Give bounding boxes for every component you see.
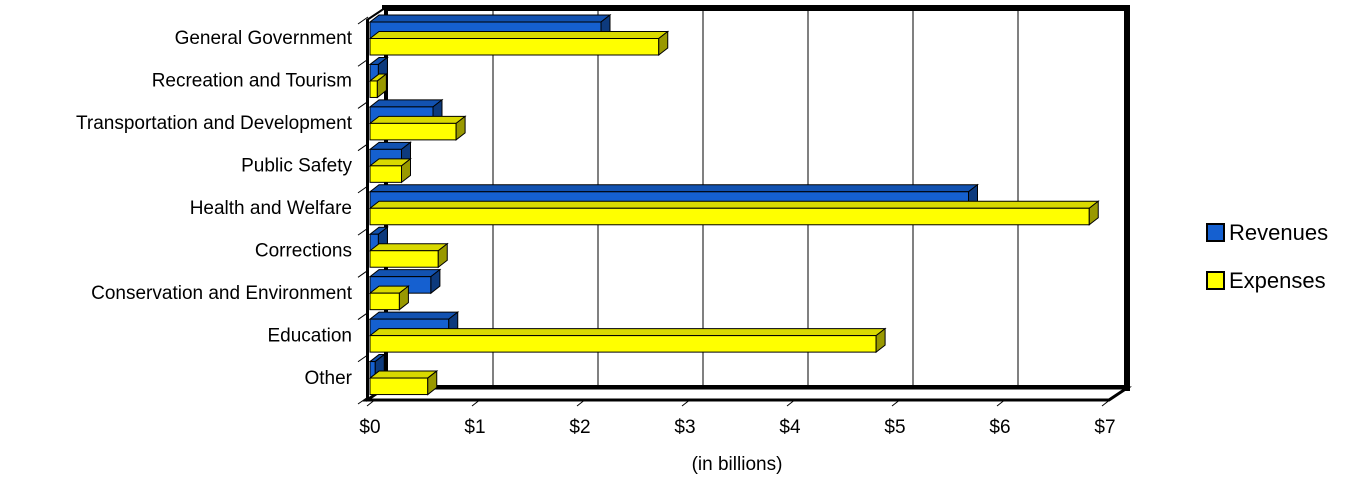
y-tick-mark [357,185,369,194]
bar-top-face [368,370,439,379]
bar-front-face [369,165,402,183]
bar-top-face [368,311,460,320]
bar-expenses-6 [368,242,449,269]
category-labels: General Government Recreation and Tourism… [76,28,353,389]
category-label: Conservation and Environment [91,283,353,304]
x-tick-label: $6 [989,417,1010,438]
y-tick-mark [357,269,369,278]
x-tick-mark [1101,398,1112,407]
axes [357,16,1112,407]
y-tick-mark [357,143,369,152]
category-label: Health and Welfare [190,198,352,219]
bar-end-face [430,268,441,295]
bar-end-face [658,30,669,57]
bar-front-face [369,292,400,311]
y-tick-mark [357,101,369,109]
category-label: Corrections [255,240,352,261]
bar-end-face [376,72,387,99]
category-label: Recreation and Tourism [152,71,352,92]
x-tick-label: $4 [779,417,801,438]
legend-item-revenues: Revenues [1206,220,1328,245]
legend-item-expenses: Expenses [1206,268,1326,293]
x-tick-mark [996,398,1007,407]
bar-expenses-2 [368,72,388,99]
bar-front-face [369,80,378,98]
y-tick-mark [357,227,369,236]
bar-front-face [369,122,457,141]
x-tick-label: $1 [464,417,485,438]
bar-front-face [369,38,660,56]
bar-end-face [437,242,448,269]
bar-front-face [369,207,1090,226]
bar-front-face [369,377,429,396]
category-label: General Government [175,28,353,49]
x-tick-mark [891,398,902,407]
bar-expenses-9 [368,370,439,396]
bar-top-face [368,328,887,337]
category-label: Public Safety [241,156,352,177]
legend: Revenues Expenses [1206,220,1328,293]
y-tick-mark [357,312,369,320]
bar-end-face [875,327,886,354]
bar-end-face [427,370,438,396]
bar-top-face [368,184,979,193]
x-tick-label: $5 [884,417,905,438]
x-tick-mark [681,398,692,407]
bar-front-face [369,250,439,268]
legend-label: Revenues [1229,220,1328,245]
category-label: Other [304,368,352,389]
x-tick-label: $0 [359,417,380,438]
bar-top-face [368,99,444,108]
bar-end-face [1088,200,1099,226]
bar-top-face [368,243,449,252]
bar-expenses-8 [368,327,887,354]
x-tick-mark [786,398,797,407]
bar-expenses-7 [368,285,410,311]
legend-swatch [1206,271,1225,290]
y-tick-mark [357,58,369,67]
bar-top-face [368,31,670,39]
bar-expenses-1 [368,30,670,57]
bar-top-face [368,115,467,124]
category-label: Education [267,325,352,346]
x-tick-label: $7 [1094,417,1115,438]
bar-end-face [398,285,409,311]
bar-end-face [455,115,466,141]
bar-expenses-3 [368,115,467,141]
bar-top-face [368,14,612,23]
bars [368,13,1100,396]
plot-floor [362,386,1132,402]
x-tick-mark [576,398,587,407]
bar-front-face [369,335,877,353]
bar-end-face [401,157,411,184]
x-tick-label: $3 [674,417,695,438]
bar-top-face [368,200,1100,209]
y-tick-mark [357,354,369,363]
bar-expenses-4 [368,157,412,184]
bar-expenses-5 [368,200,1100,226]
category-label: Transportation and Development [76,113,353,134]
y-tick-mark [357,16,369,25]
x-tick-mark [471,398,482,407]
y-tick-mark [357,396,369,405]
x-tick-mark [366,398,377,407]
legend-label: Expenses [1229,268,1326,293]
x-axis-label: (in billions) [692,454,783,475]
bar-top-face [368,269,442,278]
x-tick-label: $2 [569,417,590,438]
legend-swatch [1206,223,1225,242]
x-tick-labels: $0 $1 $2 $3 $4 $5 $6 $7 [359,417,1115,438]
